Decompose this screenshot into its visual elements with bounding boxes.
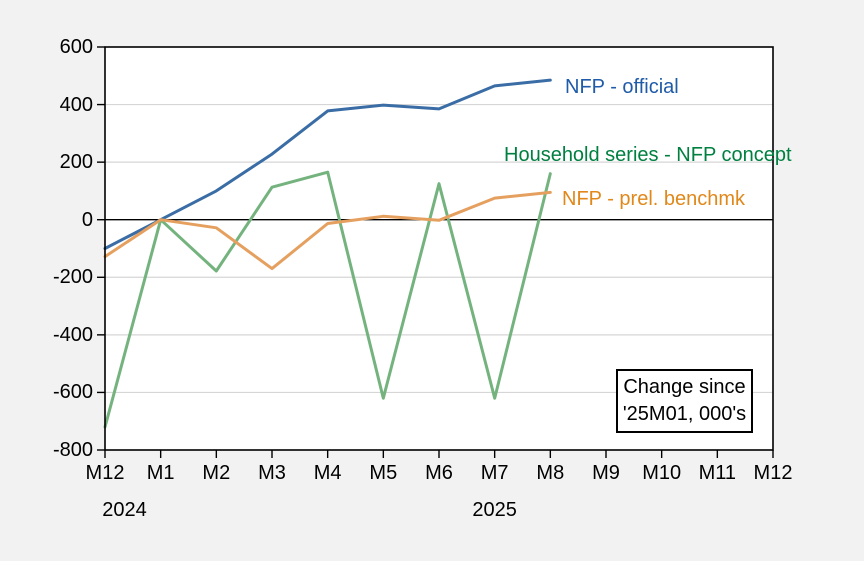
y-tick-label: 0 (81, 208, 93, 231)
x-tick-label: M10 (642, 462, 682, 484)
x-tick-label: M2 (202, 462, 231, 484)
y-tick-label: -200 (52, 266, 93, 289)
y-tick-label: 400 (59, 93, 93, 116)
x-tick-label: M4 (313, 462, 342, 484)
y-tick-label: 600 (59, 36, 93, 58)
x-tick-label: M1 (146, 462, 175, 484)
y-tick-label: -600 (52, 381, 93, 404)
series-label-nfp-official: NFP - official (565, 76, 679, 98)
plot-frame (104, 46, 774, 451)
year-label: 2024 (102, 499, 147, 521)
series-label-nfp-prel-benchmk: NFP - prel. benchmk (562, 188, 746, 210)
annotation-line-1: Change since (623, 376, 746, 398)
annotation-box: Change since '25M01, 000's (616, 369, 753, 433)
series-line-1 (103, 170, 552, 429)
y-tick-label: -400 (52, 323, 93, 346)
x-tick-label: M6 (425, 462, 453, 484)
x-tick-label: M9 (592, 462, 620, 484)
x-tick-label: M3 (258, 462, 286, 484)
series-line-2 (103, 190, 552, 271)
x-tick-label: M12 (85, 462, 125, 484)
series-label-household-series-nfp-concept: Household series - NFP concept (504, 144, 792, 166)
x-tick-label: M7 (480, 462, 509, 484)
year-label: 2025 (472, 499, 517, 521)
x-tick-label: M8 (536, 462, 565, 484)
x-tick-label: M11 (698, 462, 737, 484)
x-tick-label: M5 (369, 462, 398, 484)
annotation-line-2: '25M01, 000's (622, 403, 747, 425)
x-tick-label: M12 (753, 462, 793, 484)
y-tick-label: -800 (52, 439, 93, 461)
y-tick-label: 200 (59, 151, 93, 174)
series-line-0 (103, 78, 552, 250)
